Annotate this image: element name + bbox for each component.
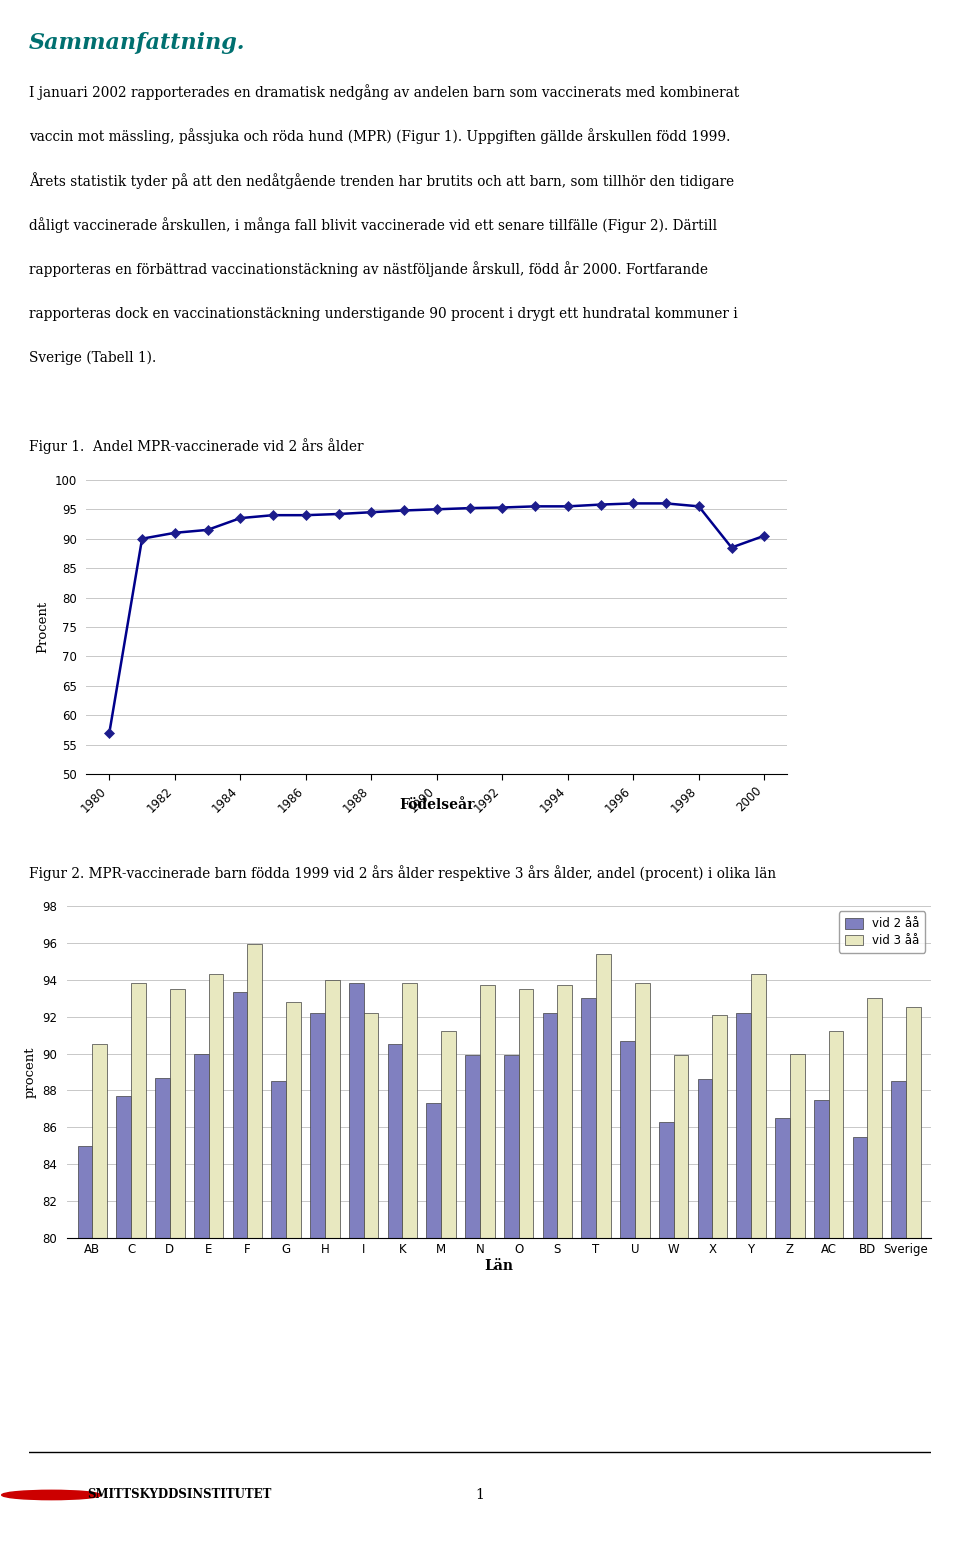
- Bar: [348, 983, 364, 1548]
- Bar: [674, 1056, 688, 1548]
- Bar: [906, 1008, 921, 1548]
- Bar: [712, 1014, 727, 1548]
- Bar: [78, 1146, 92, 1548]
- Legend: vid 2 åå, vid 3 åå: vid 2 åå, vid 3 åå: [839, 912, 925, 954]
- Bar: [170, 989, 184, 1548]
- Text: rapporteras en förbättrad vaccinationstäckning av nästföljande årskull, född år : rapporteras en förbättrad vaccinationstä…: [29, 262, 708, 277]
- Bar: [364, 1012, 378, 1548]
- Bar: [441, 1031, 456, 1548]
- Bar: [232, 992, 248, 1548]
- Bar: [814, 1099, 828, 1548]
- Text: dåligt vaccinerade årskullen, i många fall blivit vaccinerade vid ett senare til: dåligt vaccinerade årskullen, i många fa…: [29, 217, 717, 232]
- Bar: [194, 1054, 208, 1548]
- Bar: [310, 1012, 324, 1548]
- Text: I januari 2002 rapporterades en dramatisk nedgång av andelen barn som vaccinerat: I januari 2002 rapporterades en dramatis…: [29, 84, 739, 99]
- Bar: [620, 1040, 635, 1548]
- Bar: [751, 974, 766, 1548]
- Text: Årets statistik tyder på att den nedåtgående trenden har brutits och att barn, s: Årets statistik tyder på att den nedåtgå…: [29, 172, 734, 189]
- Text: Figur 2. MPR-vaccinerade barn födda 1999 vid 2 års ålder respektive 3 års ålder,: Figur 2. MPR-vaccinerade barn födda 1999…: [29, 865, 776, 881]
- Text: Sverige (Tabell 1).: Sverige (Tabell 1).: [29, 351, 156, 365]
- Bar: [426, 1104, 441, 1548]
- Bar: [736, 1012, 751, 1548]
- Bar: [891, 1081, 906, 1548]
- Bar: [582, 998, 596, 1548]
- Bar: [852, 1136, 867, 1548]
- Text: Sammanfattning.: Sammanfattning.: [29, 31, 246, 54]
- Bar: [272, 1081, 286, 1548]
- Bar: [208, 974, 224, 1548]
- Bar: [116, 1096, 132, 1548]
- Bar: [248, 944, 262, 1548]
- Bar: [92, 1045, 108, 1548]
- Bar: [828, 1031, 843, 1548]
- Text: 1: 1: [475, 1488, 485, 1502]
- Bar: [635, 983, 650, 1548]
- Bar: [465, 1056, 480, 1548]
- Bar: [518, 989, 534, 1548]
- Text: SMITTSKYDDSINSTITUTET: SMITTSKYDDSINSTITUTET: [87, 1489, 272, 1502]
- Bar: [324, 980, 340, 1548]
- Bar: [790, 1054, 804, 1548]
- Bar: [132, 983, 146, 1548]
- Y-axis label: procent: procent: [24, 1046, 36, 1098]
- Bar: [867, 998, 882, 1548]
- Bar: [775, 1118, 790, 1548]
- Bar: [558, 985, 572, 1548]
- Bar: [480, 985, 494, 1548]
- Circle shape: [2, 1491, 101, 1500]
- Y-axis label: Procent: Procent: [36, 601, 49, 653]
- Bar: [388, 1045, 402, 1548]
- Bar: [596, 954, 611, 1548]
- Bar: [504, 1056, 518, 1548]
- Bar: [156, 1077, 170, 1548]
- Text: Län: Län: [485, 1259, 514, 1274]
- Bar: [402, 983, 417, 1548]
- Text: Figur 1.  Andel MPR-vaccinerade vid 2 års ålder: Figur 1. Andel MPR-vaccinerade vid 2 års…: [29, 438, 363, 454]
- Bar: [659, 1122, 674, 1548]
- Text: rapporteras dock en vaccinationstäckning understigande 90 procent i drygt ett hu: rapporteras dock en vaccinationstäckning…: [29, 307, 737, 320]
- Bar: [698, 1079, 712, 1548]
- Bar: [542, 1012, 558, 1548]
- Text: vaccin mot mässling, påssjuka och röda hund (MPR) (Figur 1). Uppgiften gällde år: vaccin mot mässling, påssjuka och röda h…: [29, 128, 731, 144]
- Text: Födelseår: Födelseår: [399, 797, 474, 813]
- Bar: [286, 1002, 300, 1548]
